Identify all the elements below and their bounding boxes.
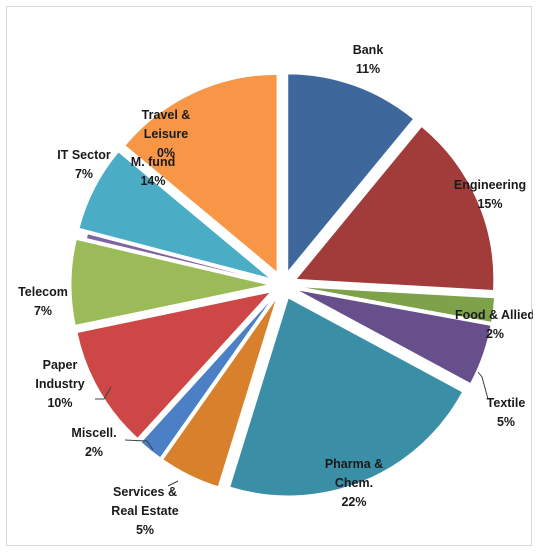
leader-line [167, 480, 179, 487]
slice-m-fund-14 [124, 73, 278, 274]
slice-textile-5 [295, 289, 492, 385]
slice-labels: Bank 11% Engineering 15% Food & Allied 2% Text… [18, 43, 533, 537]
slice-services-and-real-estate-5 [162, 297, 278, 488]
slice-pharma-and-chem-22 [229, 297, 464, 497]
label-telecom-7: Telecom 7% [18, 285, 68, 318]
label-engineering-15: Engineering 15% [454, 178, 526, 211]
pie-chart: Bank 11% Engineering 15% Food & Allied 2% Text… [18, 43, 533, 537]
slice-food-and-allied-2 [296, 286, 496, 323]
label-it-sector-7: IT Sector 7% [57, 148, 111, 181]
label-miscell-2: Miscell. 2% [71, 426, 116, 459]
pie-slices [70, 73, 496, 497]
slice-engineering-15 [294, 125, 495, 292]
label-bank-11: Bank 11% [353, 43, 384, 76]
label-pharma-and-chem-22: Pharma & Chem. 22% [325, 457, 383, 509]
slice-travel-and-leisure-0 [85, 233, 280, 285]
label-textile-5: Textile 5% [487, 396, 526, 429]
slice-telecom-7 [70, 238, 270, 327]
label-services-and-real-estate-5: Services & Real Estate 5% [111, 485, 178, 537]
slice-bank-11 [287, 73, 415, 274]
label-m-fund-14: M. fund 14% [131, 155, 175, 188]
slice-paper-industry-10 [76, 291, 273, 440]
slice-it-sector-7 [78, 151, 271, 280]
leader-line [124, 439, 154, 451]
label-food-and-allied-2: Food & Allied 2% [455, 308, 533, 341]
leader-line [95, 386, 112, 400]
leader-line [477, 371, 489, 400]
label-travel-and-leisure-0: Travel & Leisure 0% [142, 108, 191, 160]
leader-lines [95, 371, 489, 487]
label-paper-industry-10: Paper Industry 10% [35, 358, 84, 410]
chart-frame: Bank 11% Engineering 15% Food & Allied 2% Text… [6, 6, 533, 546]
slice-miscell-2 [140, 295, 275, 459]
